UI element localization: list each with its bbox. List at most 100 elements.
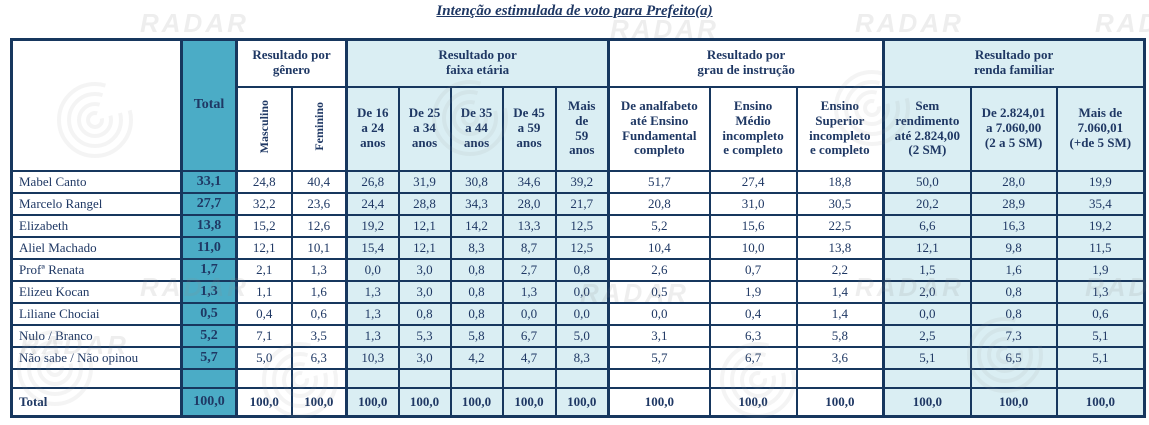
total-value-cell: 27,7: [180, 191, 238, 216]
sub-column-header: De 16 a 24 anos: [345, 85, 400, 172]
sub-column-header: Ensino Médio incompleto e completo: [708, 85, 798, 172]
value-cell: 5,2: [607, 213, 711, 238]
value-cell: 51,7: [607, 169, 711, 194]
value-cell: 100,0: [290, 386, 348, 418]
value-cell: 10,1: [290, 235, 348, 260]
total-value-cell: 5,7: [180, 345, 238, 370]
value-cell: 32,2: [235, 191, 293, 216]
value-cell: 34,6: [501, 169, 557, 194]
value-cell: 13,3: [501, 213, 557, 238]
value-cell: 5,0: [554, 323, 610, 348]
group-header: Resultado por faixa etária: [344, 38, 610, 88]
value-cell: [235, 367, 293, 389]
value-cell: 12,1: [397, 235, 452, 260]
value-cell: 1,9: [1055, 257, 1146, 282]
candidate-name-cell: Total: [10, 386, 183, 418]
value-cell: 1,4: [795, 279, 885, 304]
corner-cell: [10, 38, 183, 172]
value-cell: 39,2: [554, 169, 610, 194]
value-cell: 35,4: [1055, 191, 1146, 216]
value-cell: 2,5: [882, 323, 972, 348]
value-cell: 19,9: [1055, 169, 1146, 194]
table-row: Elizeu Kocan 1,3 1,1 1,6 1,3 3,0 0,8 1,3 0,0 0,5 1…: [10, 279, 1146, 304]
value-cell: 0,6: [1055, 301, 1146, 326]
value-cell: 2,1: [235, 257, 293, 282]
total-value-cell: 0,5: [180, 301, 238, 326]
value-cell: 0,0: [554, 279, 610, 304]
total-row: Total 100,0 100,0 100,0 100,0 100,0 100,0 100,0…: [10, 386, 1146, 418]
value-cell: 20,8: [607, 191, 711, 216]
value-cell: 6,3: [708, 323, 798, 348]
value-cell: 31,9: [397, 169, 452, 194]
page-title: Intenção estimulada de voto para Prefeit…: [0, 3, 1149, 20]
table-row: Mabel Canto 33,1 24,8 40,4 26,8 31,9 30,8 34,6 3…: [10, 169, 1146, 194]
sub-column-header-label: Feminino: [311, 102, 326, 151]
sub-column-header: De 35 a 44 anos: [449, 85, 504, 172]
value-cell: 14,2: [449, 213, 504, 238]
value-cell: 3,0: [397, 279, 452, 304]
value-cell: 100,0: [607, 386, 711, 418]
candidate-name-cell: Elizabeth: [10, 213, 183, 238]
value-cell: 100,0: [345, 386, 400, 418]
value-cell: 0,8: [449, 279, 504, 304]
value-cell: 1,3: [345, 323, 400, 348]
value-cell: 23,6: [290, 191, 348, 216]
value-cell: [607, 367, 711, 389]
value-cell: 50,0: [882, 169, 972, 194]
value-cell: [554, 367, 610, 389]
value-cell: 1,6: [290, 279, 348, 304]
page-title-text: Intenção estimulada de voto para Prefeit…: [436, 3, 713, 19]
total-value-cell: [180, 367, 238, 389]
value-cell: 100,0: [969, 386, 1058, 418]
value-cell: 100,0: [449, 386, 504, 418]
group-header: Resultado por gênero: [235, 38, 348, 88]
candidate-name-cell: Não sabe / Não opinou: [10, 345, 183, 370]
table-row: Nulo / Branco 5,2 7,1 3,5 1,3 5,3 5,8 6,7 5,0 3,1…: [10, 323, 1146, 348]
value-cell: 12,6: [290, 213, 348, 238]
value-cell: [1055, 367, 1146, 389]
candidate-name-cell: Elizeu Kocan: [10, 279, 183, 304]
value-cell: 12,5: [554, 213, 610, 238]
value-cell: 12,1: [882, 235, 972, 260]
value-cell: 1,6: [969, 257, 1058, 282]
value-cell: 0,8: [969, 279, 1058, 304]
value-cell: 7,3: [969, 323, 1058, 348]
value-cell: 1,3: [501, 279, 557, 304]
value-cell: 0,8: [554, 257, 610, 282]
value-cell: 8,3: [449, 235, 504, 260]
value-cell: 12,5: [554, 235, 610, 260]
sub-column-header: Ensino Superior incompleto e completo: [795, 85, 885, 172]
value-cell: 3,5: [290, 323, 348, 348]
value-cell: 0,0: [501, 301, 557, 326]
value-cell: [795, 367, 885, 389]
sub-column-header: De 45 a 59 anos: [501, 85, 557, 172]
value-cell: 0,4: [708, 301, 798, 326]
table-row: Profª Renata 1,7 2,1 1,3 0,0 3,0 0,8 2,7 0,8 2,6 0…: [10, 257, 1146, 282]
table-row: Aliel Machado 11,0 12,1 10,1 15,4 12,1 8,3 8,7 1…: [10, 235, 1146, 260]
sub-column-header: Mais de 59 anos: [554, 85, 610, 172]
value-cell: 28,0: [501, 191, 557, 216]
value-cell: 0,8: [449, 257, 504, 282]
value-cell: 6,7: [501, 323, 557, 348]
table-header: Total Resultado por gênero Resultado por f…: [10, 38, 1146, 172]
value-cell: 1,4: [795, 301, 885, 326]
total-value-cell: 1,3: [180, 279, 238, 304]
value-cell: 4,7: [501, 345, 557, 370]
value-cell: 13,8: [795, 235, 885, 260]
value-cell: 1,1: [235, 279, 293, 304]
value-cell: 3,0: [397, 345, 452, 370]
value-cell: 1,9: [708, 279, 798, 304]
value-cell: 5,8: [449, 323, 504, 348]
value-cell: 2,6: [607, 257, 711, 282]
value-cell: 0,0: [882, 301, 972, 326]
value-cell: 24,8: [235, 169, 293, 194]
value-cell: 22,5: [795, 213, 885, 238]
value-cell: 24,4: [345, 191, 400, 216]
value-cell: 100,0: [235, 386, 293, 418]
table-row: Não sabe / Não opinou 5,7 5,0 6,3 10,3 3,0 4,2…: [10, 345, 1146, 370]
poll-results-table: Total Resultado por gênero Resultado por f…: [10, 38, 1147, 418]
value-cell: [708, 367, 798, 389]
sub-column-header: De 25 a 34 anos: [397, 85, 452, 172]
value-cell: 100,0: [501, 386, 557, 418]
sub-column-header: Feminino: [290, 85, 348, 172]
